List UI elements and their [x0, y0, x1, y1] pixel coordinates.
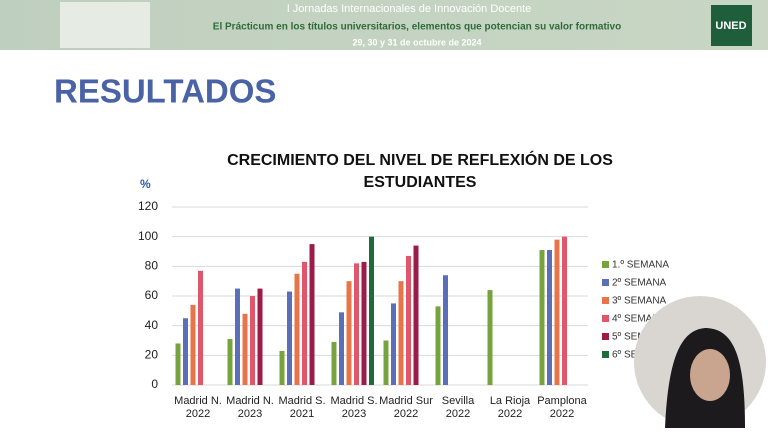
bar	[302, 261, 307, 385]
bar	[562, 236, 567, 385]
bar	[398, 281, 404, 385]
bar	[257, 288, 263, 385]
legend-label: 1.º SEMANA	[612, 260, 669, 271]
bar	[369, 236, 374, 385]
bar	[443, 275, 448, 385]
bar	[435, 306, 441, 385]
bar	[391, 303, 396, 385]
x-tick-label: Madrid Sur 2022	[379, 395, 433, 420]
bar	[235, 288, 240, 385]
bar	[346, 281, 352, 385]
bar	[406, 255, 411, 385]
x-tick-label: Madrid N. 2022	[174, 395, 222, 420]
legend-swatch	[602, 297, 609, 304]
bar	[227, 339, 233, 385]
bar	[198, 270, 203, 385]
x-tick-label: Sevilla 2022	[441, 395, 475, 420]
bar	[539, 250, 545, 385]
bar	[250, 296, 255, 385]
webcam-face	[690, 349, 730, 401]
y-tick-label: 40	[145, 318, 159, 332]
legend-swatch	[602, 315, 609, 322]
chart-title: CRECIMIENTO DEL NIVEL DE REFLEXIÓN DE LO…	[227, 152, 613, 191]
bar	[487, 290, 493, 385]
bar	[287, 291, 292, 385]
bar	[309, 244, 315, 385]
slide-title: RESULTADOS	[54, 73, 276, 110]
bar	[339, 312, 344, 385]
bar	[294, 273, 300, 385]
bar	[383, 340, 389, 385]
bar	[554, 239, 560, 385]
x-tick-label: Pamplona 2022	[537, 395, 587, 420]
y-tick-label: 100	[138, 229, 158, 243]
header-images	[60, 2, 150, 48]
bar	[354, 263, 359, 385]
legend-label: 3º SEMANA	[612, 296, 667, 307]
y-tick-label: 60	[145, 288, 159, 302]
x-tick-label: Madrid S. 2021	[278, 395, 326, 420]
bar	[361, 261, 367, 385]
legend-swatch	[602, 279, 609, 286]
x-tick-label: La Rioja 2022	[489, 395, 531, 420]
bar	[242, 313, 248, 385]
event-dates: 29, 30 y 31 de octubre de 2024	[352, 37, 481, 47]
bar	[183, 318, 188, 385]
y-axis-label: %	[140, 177, 151, 191]
logo-box	[711, 5, 752, 46]
legend-label: 2º SEMANA	[612, 278, 667, 289]
x-tick-label: Madrid N. 2023	[226, 395, 274, 420]
bar	[279, 350, 285, 385]
y-tick-label: 80	[145, 259, 159, 273]
bar	[413, 245, 419, 385]
bar	[331, 341, 337, 385]
logo: UNED	[715, 20, 746, 32]
y-tick-label: 20	[145, 348, 159, 362]
bar	[190, 304, 196, 385]
legend-label: 4º SEMANA	[612, 314, 667, 325]
bar	[175, 343, 181, 385]
bar	[547, 250, 552, 385]
y-tick-label: 120	[138, 199, 158, 213]
event-title: I Jornadas Internacionales de Innovación…	[287, 3, 532, 15]
y-tick-label: 0	[151, 377, 158, 391]
legend-swatch	[602, 261, 609, 268]
legend-swatch	[602, 351, 609, 358]
x-tick-label: Madrid S. 2023	[330, 395, 378, 420]
event-theme: El Prácticum en los títulos universitari…	[213, 22, 621, 33]
legend-swatch	[602, 333, 609, 340]
